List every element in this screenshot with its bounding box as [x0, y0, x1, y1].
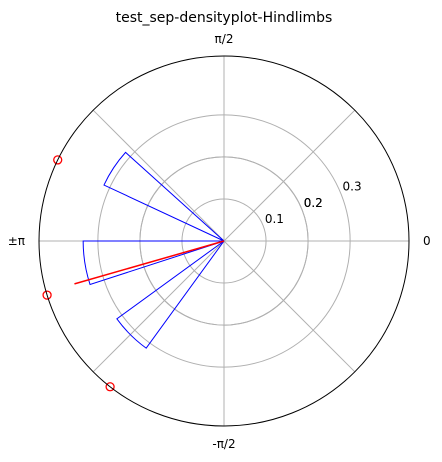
radial-tick-label: 0.2 [304, 196, 323, 210]
density-bar [116, 240, 225, 349]
angle-tick-label: 0 [423, 234, 431, 248]
data-point [53, 155, 63, 165]
angle-tick-label: -π/2 [212, 437, 235, 451]
angle-tick-label: ±π [8, 234, 25, 248]
radial-tick-label: 0.1 [265, 212, 284, 226]
mean-vector-layer [74, 240, 225, 285]
density-bars [82, 151, 225, 349]
mean-vector [74, 240, 225, 285]
density-bar [82, 240, 225, 286]
chart-title: test_sep-densityplot-Hindlimbs [116, 10, 333, 26]
radial-tick-label: 0.2 [304, 196, 323, 210]
data-points [42, 155, 115, 392]
tick-labels: 0.10.20.20.30π/2±π-π/2 [8, 32, 431, 451]
polar-outer-axis [38, 55, 410, 427]
data-point [42, 290, 52, 300]
density-bar [103, 151, 225, 242]
radial-tick-label: 0.3 [343, 180, 362, 194]
angle-tick-label: π/2 [215, 32, 234, 46]
data-point [105, 382, 115, 392]
